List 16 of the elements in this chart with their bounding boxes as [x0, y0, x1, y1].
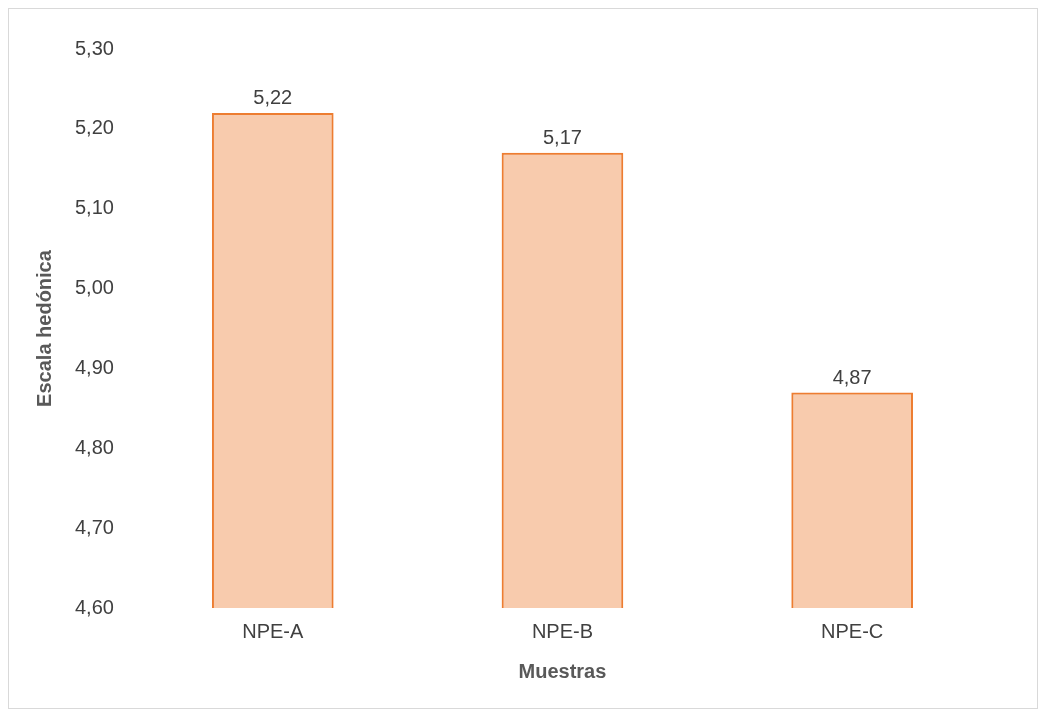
y-tick-label: 4,70	[74, 515, 114, 538]
data-label: 4,87	[832, 365, 872, 388]
y-tick-label: 5,30	[74, 36, 114, 59]
y-tick-label: 4,90	[74, 355, 114, 378]
x-tick-label: NPE-C	[821, 619, 884, 642]
y-tick-label: 5,20	[74, 116, 114, 139]
y-tick-label: 4,60	[74, 595, 114, 618]
data-label: 5,22	[253, 86, 293, 109]
data-label: 5,17	[542, 126, 582, 149]
y-tick-label: 4,80	[74, 435, 114, 458]
y-tick-label: 5,00	[74, 276, 114, 299]
x-tick-label: NPE-A	[242, 619, 304, 642]
x-axis-title: Muestras	[518, 659, 607, 682]
y-axis-title: Escala hedónica	[32, 249, 55, 407]
y-tick-label: 5,10	[74, 196, 114, 219]
x-tick-label: NPE-B	[531, 619, 594, 642]
